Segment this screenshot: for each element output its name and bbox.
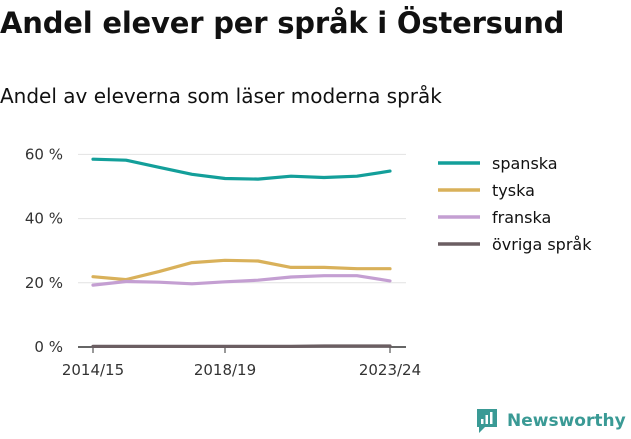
chart-subtitle: Andel av eleverna som läser moderna språ… <box>0 84 442 108</box>
y-tick-label: 20 % <box>25 274 63 292</box>
brand-name: Newsworthy <box>507 411 626 431</box>
series-lines <box>91 157 392 348</box>
grid-lines <box>78 153 406 284</box>
x-tick-label: 2014/15 <box>62 361 124 379</box>
legend-label: spanska <box>492 154 558 173</box>
y-tick-label: 0 % <box>34 338 63 356</box>
newsworthy-logo: Newsworthy <box>475 407 626 435</box>
x-axis: 2014/15 2018/19 2023/24 <box>62 346 421 379</box>
legend-label: franska <box>492 208 551 227</box>
newsworthy-chart-logo-icon <box>477 409 497 433</box>
legend-label: övriga språk <box>492 235 592 254</box>
x-tick-label: 2018/19 <box>194 361 256 379</box>
y-tick-label: 40 % <box>25 210 63 228</box>
legend: spanska tyska franska övriga språk <box>438 154 592 254</box>
series-line <box>91 258 392 282</box>
series-line <box>91 157 392 181</box>
chart-title: Andel elever per språk i Östersund <box>0 6 565 40</box>
y-axis-tick-labels: 0 % 20 % 40 % 60 % <box>25 145 63 356</box>
y-tick-label: 60 % <box>25 145 63 163</box>
x-tick-label: 2023/24 <box>359 361 421 379</box>
series-line <box>91 274 392 287</box>
legend-label: tyska <box>492 181 535 200</box>
